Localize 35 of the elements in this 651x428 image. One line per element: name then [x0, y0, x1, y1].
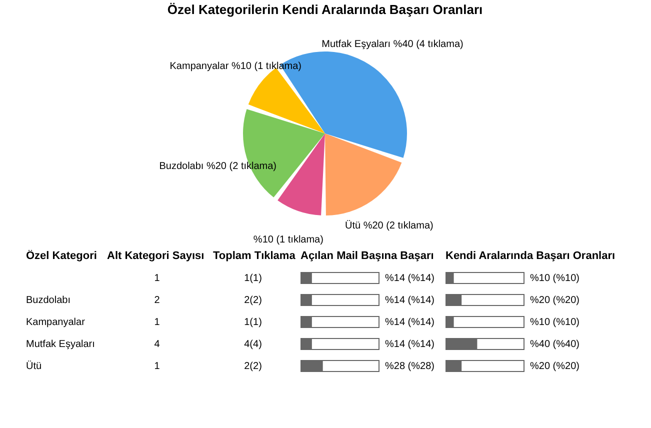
- data-label: %28 (%28): [385, 361, 434, 372]
- data-label: %14 (%14): [385, 273, 434, 284]
- slice-label: Mutfak Eşyaları %40 (4 tıklama): [322, 39, 464, 50]
- text: 2(2): [244, 361, 262, 372]
- data-label: %20 (%20): [530, 295, 580, 306]
- pie-slice: [278, 134, 325, 216]
- text: 1: [154, 361, 160, 372]
- category-label: Ütü: [26, 361, 42, 372]
- data-label: %14 (%14): [385, 295, 434, 306]
- slice-label: Ütü %20 (2 tıklama): [344, 219, 434, 232]
- pie-slice: [325, 134, 402, 216]
- text: 1(1): [244, 273, 262, 284]
- text: 4: [154, 339, 160, 350]
- data-label: %10 (1 tıklama): [253, 234, 324, 246]
- text: 1: [154, 273, 160, 284]
- data-label: %14 (%14): [385, 317, 434, 328]
- category-label: Kampanyalar: [26, 317, 85, 328]
- category-label: Alt Kategori Sayısı: [107, 250, 204, 262]
- data-label: %10 (%10): [530, 317, 580, 328]
- chart-title: Özel Kategorilerin Kendi Aralarında Başarı Oranları: [167, 2, 483, 17]
- data-label: %10 (%10): [530, 273, 580, 284]
- text: 2: [154, 295, 160, 306]
- data-label: %40 (%40): [530, 339, 580, 350]
- category-label: Toplam Tıklama: [213, 250, 296, 262]
- series-label: Kendi Aralarında Başarı Oranları: [446, 250, 616, 262]
- text: 4(4): [244, 339, 262, 350]
- category-label: Mutfak Eşyaları: [26, 339, 95, 350]
- pie-slice: [243, 109, 325, 198]
- series-label: Açılan Mail Başına Başarı: [300, 250, 434, 262]
- data-label: %14 (%14): [385, 339, 434, 350]
- text: 2(2): [244, 295, 262, 306]
- text: 1: [154, 317, 160, 328]
- data-label: %20 (%20): [530, 361, 580, 372]
- text: 1(1): [244, 317, 262, 328]
- category-label: Buzdolabı: [26, 295, 70, 306]
